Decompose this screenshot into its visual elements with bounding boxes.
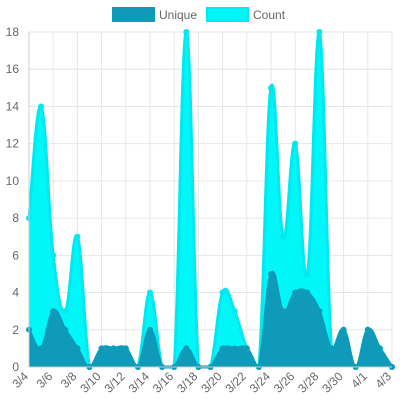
data-point-unique[interactable] bbox=[50, 308, 57, 315]
data-point-unique[interactable] bbox=[110, 345, 117, 352]
x-tick-label: 4/3 bbox=[372, 369, 394, 391]
legend-swatch bbox=[112, 7, 155, 22]
x-tick-label: 3/6 bbox=[34, 369, 56, 391]
data-point-count[interactable] bbox=[292, 140, 299, 147]
data-point-count[interactable] bbox=[38, 103, 45, 110]
x-tick-label: 3/10 bbox=[77, 369, 104, 396]
legend-label: Unique bbox=[159, 8, 197, 22]
data-point-unique[interactable] bbox=[74, 345, 81, 352]
y-tick-label: 18 bbox=[6, 25, 20, 39]
x-tick-label: 3/28 bbox=[295, 369, 322, 396]
legend-item-unique[interactable]: Unique bbox=[112, 7, 197, 22]
data-point-unique[interactable] bbox=[219, 345, 226, 352]
legend-label: Count bbox=[253, 8, 286, 22]
x-tick-label: 3/30 bbox=[319, 369, 346, 396]
data-point-count[interactable] bbox=[147, 289, 153, 296]
series-areas bbox=[27, 30, 394, 369]
y-tick-label: 8 bbox=[12, 211, 19, 225]
x-tick-label: 3/16 bbox=[150, 369, 177, 396]
data-point-unique[interactable] bbox=[316, 308, 323, 315]
data-point-unique[interactable] bbox=[376, 345, 383, 352]
data-point-count[interactable] bbox=[280, 233, 287, 240]
y-tick-label: 6 bbox=[12, 248, 19, 262]
data-point-count[interactable] bbox=[62, 308, 69, 315]
data-point-unique[interactable] bbox=[38, 345, 45, 352]
data-point-unique[interactable] bbox=[268, 270, 274, 277]
data-point-unique[interactable] bbox=[122, 345, 129, 352]
data-point-unique[interactable] bbox=[340, 326, 347, 333]
legend[interactable]: Unique Count bbox=[112, 7, 286, 22]
x-tick-label: 3/14 bbox=[126, 369, 153, 396]
series-area-unique bbox=[29, 272, 392, 367]
y-tick-label: 10 bbox=[6, 174, 20, 188]
legend-swatch bbox=[206, 7, 249, 22]
series-line-count bbox=[27, 30, 394, 369]
data-point-unique[interactable] bbox=[292, 289, 299, 296]
data-point-unique[interactable] bbox=[280, 308, 287, 315]
y-axis: 0 2 4 6 8 10 12 14 16 18 bbox=[6, 25, 30, 374]
data-point-unique[interactable] bbox=[304, 289, 311, 296]
y-tick-label: 2 bbox=[12, 323, 19, 337]
y-tick-label: 0 bbox=[12, 360, 19, 374]
data-point-unique[interactable] bbox=[183, 345, 190, 352]
data-point-unique[interactable] bbox=[243, 345, 250, 352]
series-area-count bbox=[29, 31, 392, 367]
data-point-unique[interactable] bbox=[147, 326, 153, 333]
data-point-count[interactable] bbox=[183, 29, 190, 35]
x-tick-label: 3/26 bbox=[271, 369, 298, 396]
y-tick-label: 12 bbox=[6, 137, 20, 151]
x-tick-label: 3/24 bbox=[247, 369, 274, 396]
y-tick-label: 14 bbox=[6, 99, 20, 113]
data-point-count[interactable] bbox=[304, 270, 311, 277]
data-point-count[interactable] bbox=[74, 233, 81, 240]
legend-item-count[interactable]: Count bbox=[206, 7, 286, 22]
x-tick-label: 3/20 bbox=[198, 369, 225, 396]
x-tick-label: 4/1 bbox=[348, 369, 370, 391]
data-point-count[interactable] bbox=[268, 84, 274, 91]
data-point-count[interactable] bbox=[50, 252, 57, 259]
data-point-unique[interactable] bbox=[364, 326, 371, 333]
data-point-unique[interactable] bbox=[328, 345, 335, 352]
x-tick-label: 3/18 bbox=[174, 369, 201, 396]
x-tick-label: 3/12 bbox=[102, 369, 129, 396]
x-tick-label: 3/22 bbox=[223, 369, 250, 396]
x-axis: 3/4 3/6 3/83/103/123/143/163/183/203/223/2… bbox=[9, 366, 394, 396]
y-tick-label: 16 bbox=[6, 62, 20, 76]
data-point-unique[interactable] bbox=[98, 345, 105, 352]
data-point-unique[interactable] bbox=[62, 326, 69, 333]
x-tick-label: 3/8 bbox=[58, 369, 80, 391]
data-point-unique[interactable] bbox=[231, 345, 238, 352]
data-point-count[interactable] bbox=[219, 289, 226, 296]
data-point-count[interactable] bbox=[231, 308, 238, 315]
y-tick-label: 4 bbox=[12, 286, 19, 300]
data-point-count[interactable] bbox=[316, 29, 323, 35]
